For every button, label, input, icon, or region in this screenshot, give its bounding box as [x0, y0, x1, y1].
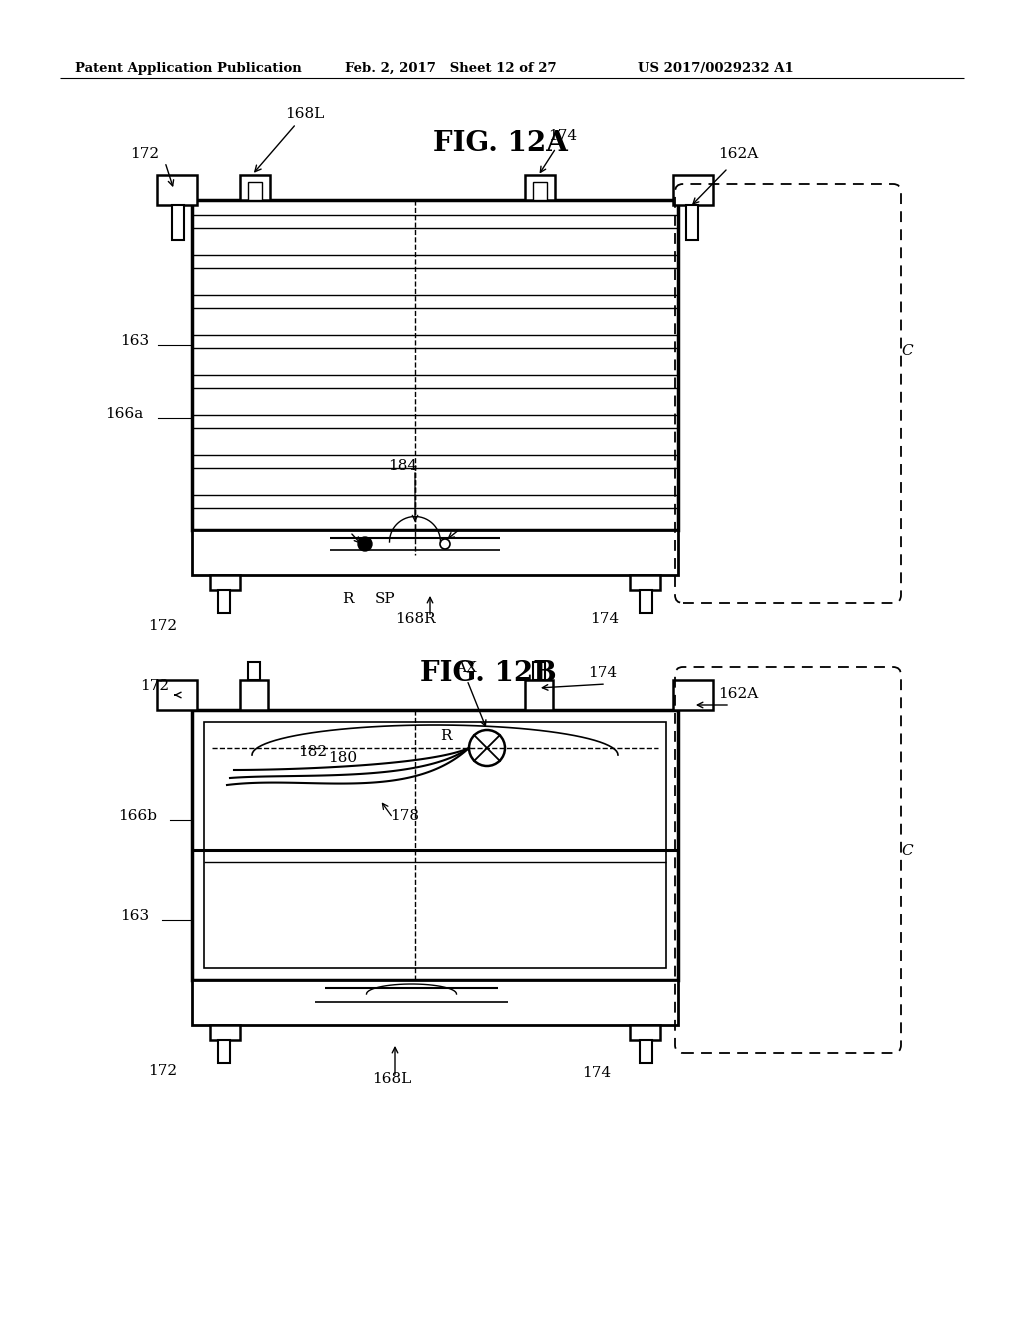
Bar	[640, 1040, 652, 1063]
Text: 172: 172	[148, 1064, 177, 1078]
Bar	[210, 1026, 240, 1040]
Text: 172: 172	[148, 619, 177, 634]
Text: US 2017/0029232 A1: US 2017/0029232 A1	[638, 62, 794, 75]
Text: 162A: 162A	[718, 147, 758, 161]
Text: 168L: 168L	[255, 107, 325, 172]
Text: Patent Application Publication: Patent Application Publication	[75, 62, 302, 75]
Text: R: R	[342, 591, 353, 606]
Text: AX: AX	[455, 661, 477, 675]
Text: 174: 174	[588, 667, 617, 680]
Text: 182: 182	[298, 744, 327, 759]
Text: 166a: 166a	[105, 407, 143, 421]
Text: 178: 178	[390, 809, 419, 822]
Text: C: C	[901, 345, 912, 358]
Bar	[673, 680, 713, 710]
Text: R: R	[440, 729, 452, 743]
Bar	[630, 576, 660, 590]
Bar	[210, 576, 240, 590]
Text: FIG. 12A: FIG. 12A	[432, 129, 567, 157]
Bar	[193, 979, 678, 1026]
Bar	[157, 680, 197, 710]
Text: 180: 180	[328, 751, 357, 766]
Text: 172: 172	[140, 678, 169, 693]
Bar	[525, 680, 553, 710]
Text: 162A: 162A	[718, 686, 758, 701]
Bar	[240, 680, 268, 710]
Bar	[218, 1040, 230, 1063]
Bar	[640, 590, 652, 612]
Bar	[248, 663, 260, 680]
Text: 168R: 168R	[395, 612, 435, 626]
Bar	[630, 1026, 660, 1040]
Text: C: C	[901, 843, 912, 858]
Bar	[193, 710, 678, 979]
Bar	[534, 663, 545, 680]
Bar	[172, 205, 184, 240]
Text: 184: 184	[388, 459, 417, 473]
Text: 163: 163	[120, 334, 150, 348]
Bar	[218, 590, 230, 612]
Circle shape	[358, 537, 372, 550]
Bar	[673, 176, 713, 205]
Text: Feb. 2, 2017   Sheet 12 of 27: Feb. 2, 2017 Sheet 12 of 27	[345, 62, 557, 75]
Text: FIG. 12B: FIG. 12B	[420, 660, 556, 686]
Bar	[204, 722, 666, 968]
Text: 174: 174	[590, 612, 620, 626]
Bar	[193, 531, 678, 576]
Text: SP: SP	[375, 591, 395, 606]
Bar	[193, 201, 678, 531]
Bar	[525, 176, 555, 201]
Bar	[240, 176, 270, 201]
Text: 174: 174	[582, 1067, 611, 1080]
Text: 166b: 166b	[118, 809, 157, 822]
Bar	[534, 182, 547, 201]
Text: 172: 172	[130, 147, 159, 161]
Text: 168L: 168L	[372, 1072, 412, 1086]
Text: 163: 163	[120, 909, 150, 923]
Bar	[248, 182, 262, 201]
Bar	[157, 176, 197, 205]
Bar	[686, 205, 698, 240]
Text: 174: 174	[548, 129, 578, 143]
